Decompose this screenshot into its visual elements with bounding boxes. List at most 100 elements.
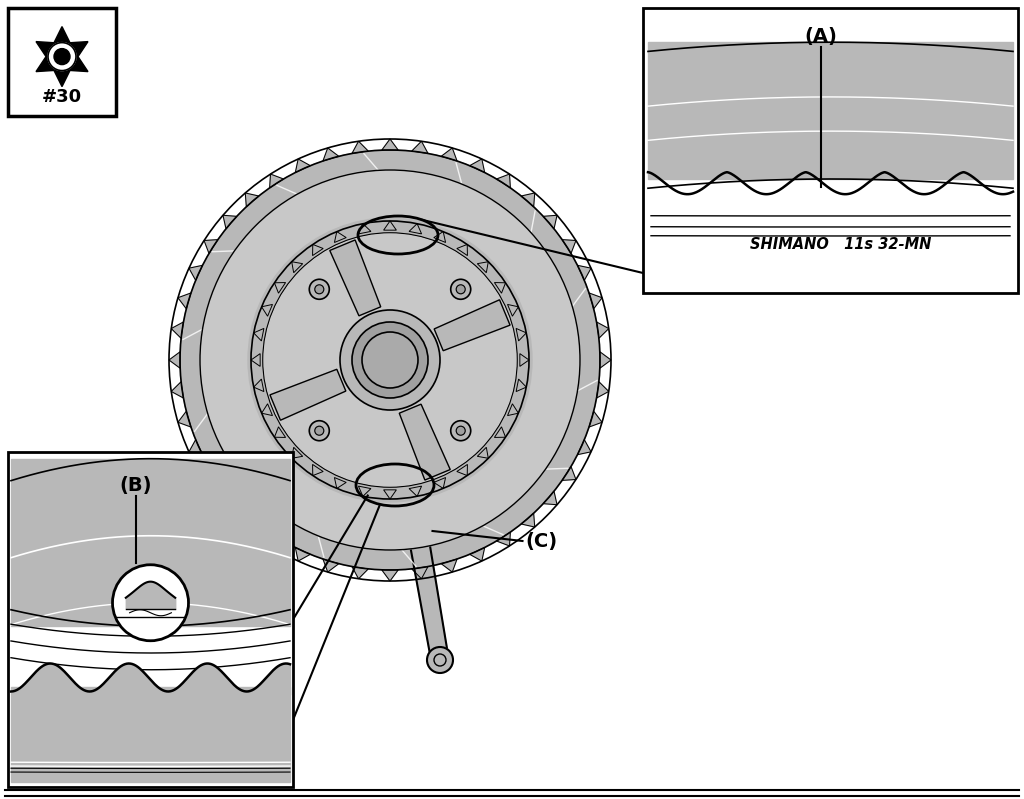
Polygon shape	[495, 283, 506, 293]
Bar	[11, 686, 290, 782]
Polygon shape	[254, 328, 264, 341]
Polygon shape	[521, 193, 535, 207]
Polygon shape	[204, 240, 218, 253]
Polygon shape	[600, 352, 611, 368]
Polygon shape	[358, 224, 371, 234]
Polygon shape	[543, 491, 557, 505]
Polygon shape	[358, 486, 371, 496]
Polygon shape	[352, 141, 369, 153]
Polygon shape	[589, 411, 602, 427]
Polygon shape	[223, 215, 237, 229]
Text: SHIMANO   11s 32-MN: SHIMANO 11s 32-MN	[750, 237, 931, 252]
Polygon shape	[441, 559, 457, 572]
Polygon shape	[204, 467, 218, 480]
Text: (A): (A)	[804, 27, 837, 46]
Polygon shape	[335, 478, 346, 488]
Polygon shape	[323, 559, 339, 572]
Polygon shape	[457, 244, 467, 256]
Polygon shape	[274, 427, 286, 437]
Polygon shape	[246, 193, 259, 207]
Polygon shape	[178, 293, 191, 308]
Polygon shape	[178, 411, 191, 427]
Polygon shape	[254, 379, 264, 392]
Polygon shape	[384, 490, 396, 499]
Polygon shape	[434, 232, 445, 242]
Circle shape	[451, 280, 471, 300]
Polygon shape	[330, 240, 381, 316]
Polygon shape	[589, 293, 602, 308]
Circle shape	[264, 234, 516, 486]
Polygon shape	[261, 304, 272, 316]
Text: (B): (B)	[119, 476, 152, 495]
Circle shape	[340, 310, 440, 410]
Circle shape	[48, 42, 76, 70]
Polygon shape	[169, 352, 180, 368]
Polygon shape	[323, 148, 339, 161]
Polygon shape	[399, 404, 451, 480]
Polygon shape	[409, 224, 422, 234]
Polygon shape	[495, 427, 506, 437]
Text: (C): (C)	[525, 531, 558, 551]
Polygon shape	[36, 26, 88, 86]
Polygon shape	[171, 382, 183, 398]
Polygon shape	[477, 447, 488, 459]
Circle shape	[457, 426, 465, 435]
Polygon shape	[223, 491, 237, 505]
Circle shape	[451, 421, 471, 441]
Polygon shape	[470, 547, 484, 561]
Circle shape	[54, 49, 70, 65]
Polygon shape	[269, 174, 284, 188]
Polygon shape	[261, 403, 272, 415]
Polygon shape	[171, 322, 183, 338]
Polygon shape	[295, 159, 310, 173]
Polygon shape	[497, 532, 510, 546]
Circle shape	[309, 421, 330, 441]
Polygon shape	[295, 547, 310, 561]
Polygon shape	[412, 141, 428, 153]
Polygon shape	[312, 244, 324, 256]
Polygon shape	[189, 439, 203, 455]
Polygon shape	[516, 328, 526, 341]
Circle shape	[200, 170, 580, 550]
Polygon shape	[246, 513, 259, 527]
Circle shape	[113, 565, 188, 641]
Polygon shape	[597, 322, 608, 338]
Bar	[643, 8, 1018, 293]
Polygon shape	[189, 265, 203, 280]
Polygon shape	[497, 174, 510, 188]
Polygon shape	[477, 262, 488, 272]
Polygon shape	[251, 354, 260, 367]
Polygon shape	[434, 478, 445, 488]
Polygon shape	[292, 262, 303, 272]
Circle shape	[314, 284, 324, 294]
Polygon shape	[508, 304, 518, 316]
Polygon shape	[441, 148, 457, 161]
Polygon shape	[434, 300, 510, 351]
Polygon shape	[597, 382, 608, 398]
Circle shape	[180, 150, 600, 570]
Circle shape	[362, 332, 418, 388]
Circle shape	[457, 284, 465, 294]
Polygon shape	[270, 369, 346, 420]
Polygon shape	[562, 467, 575, 480]
Polygon shape	[521, 513, 535, 527]
Polygon shape	[470, 159, 484, 173]
Polygon shape	[562, 240, 575, 253]
Bar	[11, 459, 290, 626]
Polygon shape	[409, 486, 422, 496]
Polygon shape	[412, 566, 428, 578]
Circle shape	[352, 322, 428, 398]
Polygon shape	[578, 265, 591, 280]
Polygon shape	[508, 403, 518, 415]
Polygon shape	[516, 379, 526, 392]
Polygon shape	[312, 464, 324, 475]
Polygon shape	[382, 139, 398, 150]
Polygon shape	[269, 532, 284, 546]
Polygon shape	[457, 464, 467, 475]
Polygon shape	[543, 215, 557, 229]
Polygon shape	[335, 232, 346, 242]
Circle shape	[314, 426, 324, 435]
Text: #30: #30	[42, 88, 82, 105]
Polygon shape	[384, 221, 396, 230]
Polygon shape	[382, 570, 398, 581]
